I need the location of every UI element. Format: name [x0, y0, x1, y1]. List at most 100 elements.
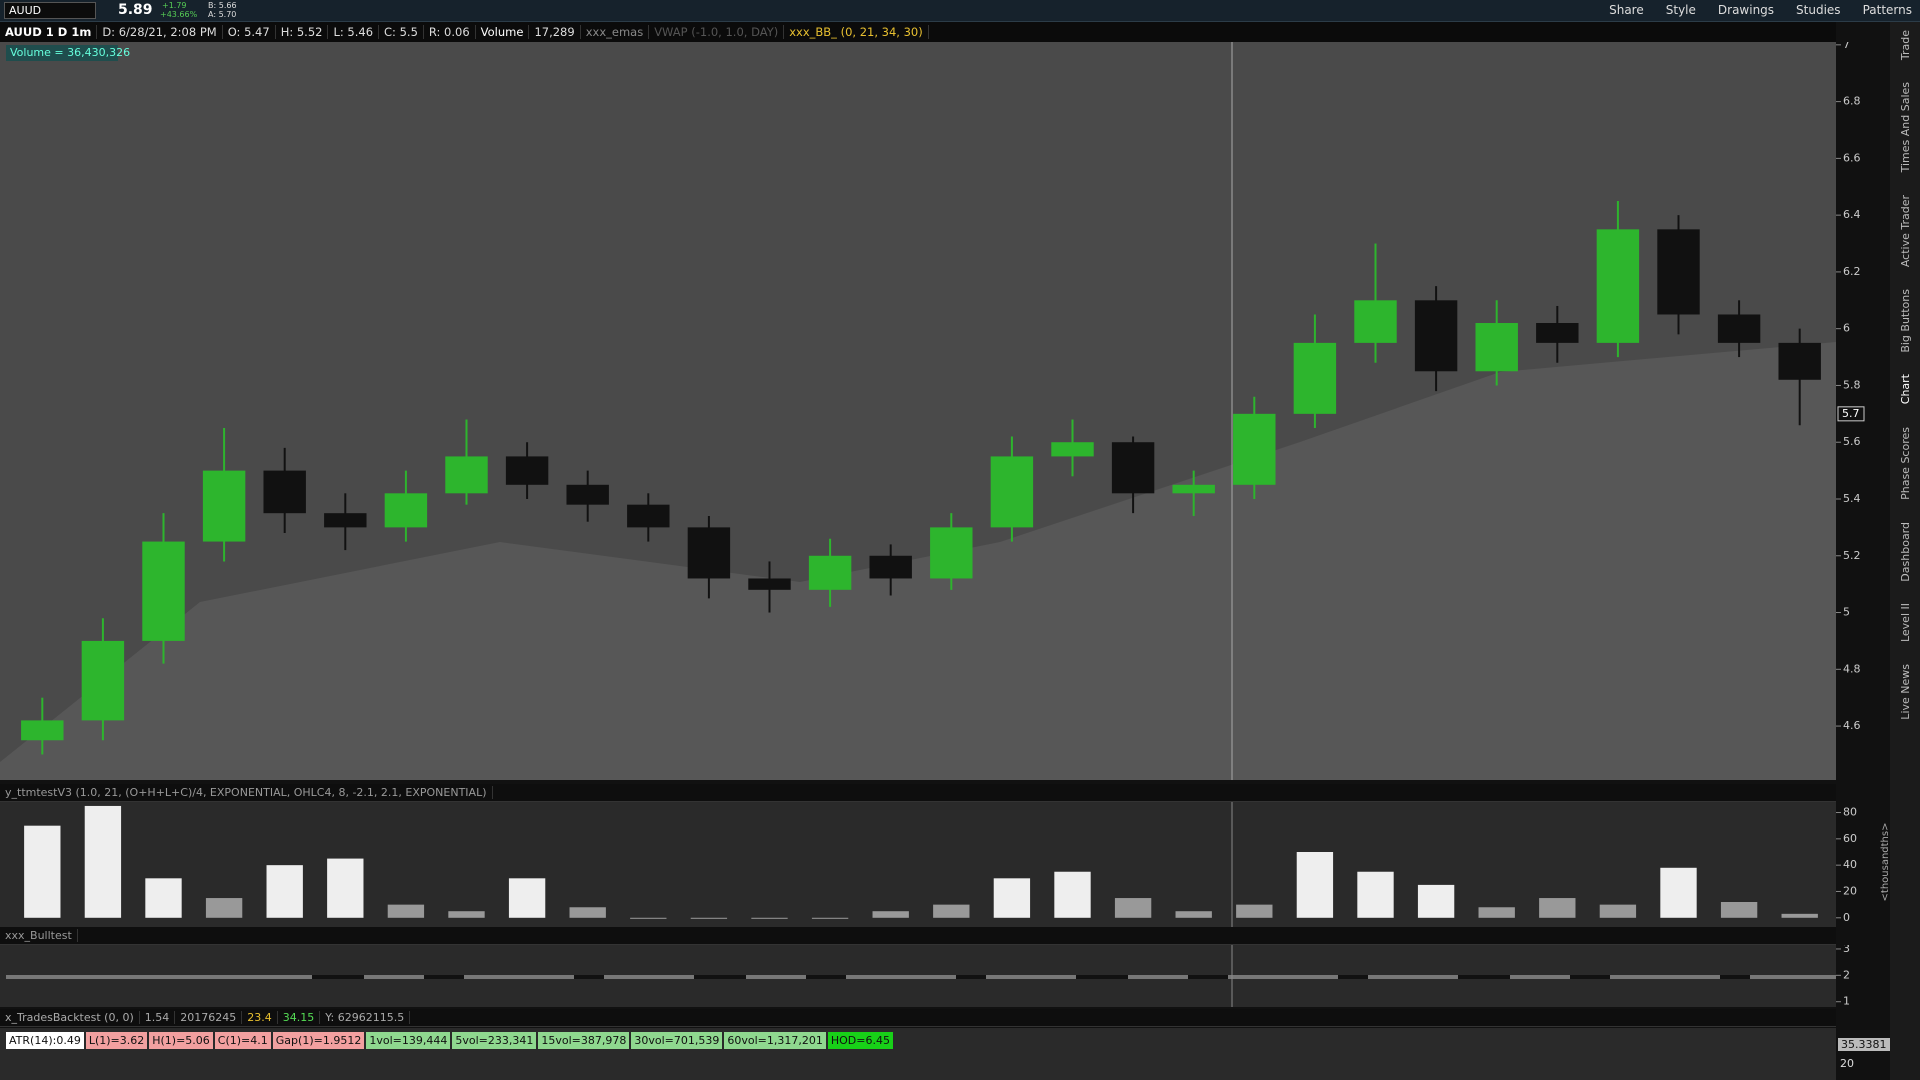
y-tick-label: 7	[1843, 42, 1850, 51]
histogram-bar	[933, 904, 970, 918]
candle-body	[1293, 342, 1337, 414]
histogram-bar	[1417, 884, 1455, 918]
side-tab[interactable]: Dashboard	[1898, 521, 1912, 582]
stat-label: HOD=6.45	[827, 1032, 893, 1049]
histogram-bar	[630, 917, 667, 919]
bulltest-title[interactable]: xxx_Bulltest	[0, 929, 78, 942]
histogram-bar	[508, 878, 546, 918]
unit-label: <thousandths>	[1880, 823, 1890, 902]
volume-name[interactable]: Volume	[476, 25, 530, 39]
study[interactable]: xxx_BB_ (0, 21, 34, 30)	[784, 25, 929, 39]
y-tick-label: 80	[1843, 806, 1857, 819]
chart-symbol[interactable]: AUUD 1 D 1m	[0, 25, 98, 39]
bid: B: 5.66	[208, 1, 237, 10]
bulltest-chart: 3 2 1	[0, 945, 1850, 1007]
y-tick-label: 6.2	[1843, 265, 1861, 278]
histogram-bar	[1114, 898, 1152, 918]
side-tab[interactable]: Times And Sales	[1898, 82, 1912, 173]
y-tick-label: 0	[1843, 911, 1850, 924]
date: D: 6/28/21, 2:08 PM	[97, 25, 223, 39]
volume-last: 35.3381	[1838, 1038, 1890, 1051]
backtest-field: 23.4	[242, 1011, 278, 1024]
range: R: 0.06	[424, 25, 476, 39]
y-tick-label: 40	[1843, 858, 1857, 871]
candle-body	[990, 456, 1034, 528]
y-tick-label: 6.4	[1843, 208, 1861, 221]
last-price-box	[1837, 406, 1865, 422]
bulltest-header: xxx_Bulltest	[0, 927, 1836, 945]
chart-header: AUUD 1 D 1m D: 6/28/21, 2:08 PM O: 5.47 …	[0, 22, 1836, 42]
backtest-title[interactable]: x_TradesBacktest (0, 0)	[0, 1011, 140, 1024]
side-tab[interactable]: Big Buttons	[1898, 288, 1912, 353]
volume-label-bg	[6, 45, 118, 61]
y-tick-label: 5.6	[1843, 435, 1861, 448]
side-tabs: Trade Times And Sales Active Trader Big But…	[1890, 22, 1920, 1080]
y-tick-label: 2	[1843, 968, 1850, 981]
y-tick-label: 6	[1843, 322, 1850, 335]
price-chart: Volume = 36,430,326 7 6.8 6.6 6.4 6.2 6 5.8 5.6…	[0, 42, 1865, 780]
toolbar-button[interactable]: Share	[1609, 3, 1644, 17]
side-tab[interactable]: Active Trader	[1898, 194, 1912, 267]
histogram-bar	[84, 805, 122, 918]
histogram-bar	[1660, 867, 1697, 918]
side-tab[interactable]: Trade	[1898, 30, 1912, 61]
histogram-bar	[205, 898, 243, 918]
candle-body	[1111, 442, 1155, 494]
stat-label: 30vol=701,539	[631, 1032, 723, 1049]
histogram-bar	[448, 911, 485, 918]
candle-body	[1414, 300, 1458, 372]
close: C: 5.5	[379, 25, 424, 39]
histogram-bar	[993, 878, 1031, 918]
histogram-bar	[751, 917, 788, 919]
side-tab[interactable]: Level II	[1898, 603, 1912, 643]
side-tab[interactable]: Phase Scores	[1898, 426, 1912, 500]
indicator-header: y_ttmtestV3 (1.0, 21, (O+H+L+C)/4, EXPON…	[0, 784, 1836, 802]
candle-body	[687, 527, 731, 579]
ask: A: 5.70	[208, 10, 237, 19]
stat-label: L(1)=3.62	[85, 1032, 148, 1049]
backtest-field: 20176245	[175, 1011, 243, 1024]
toolbar-button[interactable]: Patterns	[1862, 3, 1912, 17]
candle-body	[1536, 323, 1579, 343]
histogram-bar	[872, 911, 909, 918]
histogram-bar	[1478, 907, 1515, 918]
y-tick-label: 6.6	[1843, 151, 1861, 164]
open: O: 5.47	[223, 25, 276, 39]
study[interactable]: xxx_emas	[581, 25, 650, 39]
histogram-bar	[1175, 911, 1212, 918]
stat-label: 5vol=233,341	[452, 1032, 537, 1049]
candle-body	[1778, 342, 1821, 380]
y-tick-label: 5.4	[1843, 492, 1861, 505]
low: L: 5.46	[328, 25, 380, 39]
last-price: 5.89	[118, 2, 153, 18]
indicator-title[interactable]: y_ttmtestV3 (1.0, 21, (O+H+L+C)/4, EXPON…	[0, 786, 493, 799]
candle-body	[81, 640, 125, 721]
candle-body	[263, 470, 306, 514]
candle-body	[1354, 300, 1397, 343]
candle-body	[1596, 229, 1640, 343]
high: H: 5.52	[276, 25, 329, 39]
histogram-bar	[811, 917, 849, 919]
candle-body	[627, 504, 670, 528]
candle-body	[1657, 229, 1700, 315]
study[interactable]: VWAP (-1.0, 1.0, DAY)	[649, 25, 785, 39]
candle-body	[1475, 323, 1518, 372]
stat-label: Gap(1)=1.9512	[272, 1032, 365, 1049]
stat-label: 60vol=1,317,201	[724, 1032, 826, 1049]
volume: 17,289	[529, 25, 581, 39]
toolbar-button[interactable]: Studies	[1796, 3, 1841, 17]
stat-label: 15vol=387,978	[538, 1032, 630, 1049]
toolbar-button[interactable]: Drawings	[1717, 3, 1775, 17]
candle-body	[1172, 484, 1215, 494]
candle-body	[1233, 413, 1276, 485]
change-pct: +43.66%	[160, 10, 198, 19]
volume-tick: 20	[1840, 1057, 1854, 1070]
side-tab[interactable]: Chart	[1898, 374, 1912, 405]
stat-label: ATR(14):0.49	[6, 1032, 84, 1049]
toolbar-button[interactable]: Style	[1665, 3, 1696, 17]
symbol-input[interactable]: AUUD	[4, 2, 96, 19]
indicator-chart: <thousandths> 80 60 40 20 0	[0, 802, 1890, 927]
backtest-field: 1.54	[140, 1011, 176, 1024]
side-tab[interactable]: Live News	[1898, 664, 1912, 720]
